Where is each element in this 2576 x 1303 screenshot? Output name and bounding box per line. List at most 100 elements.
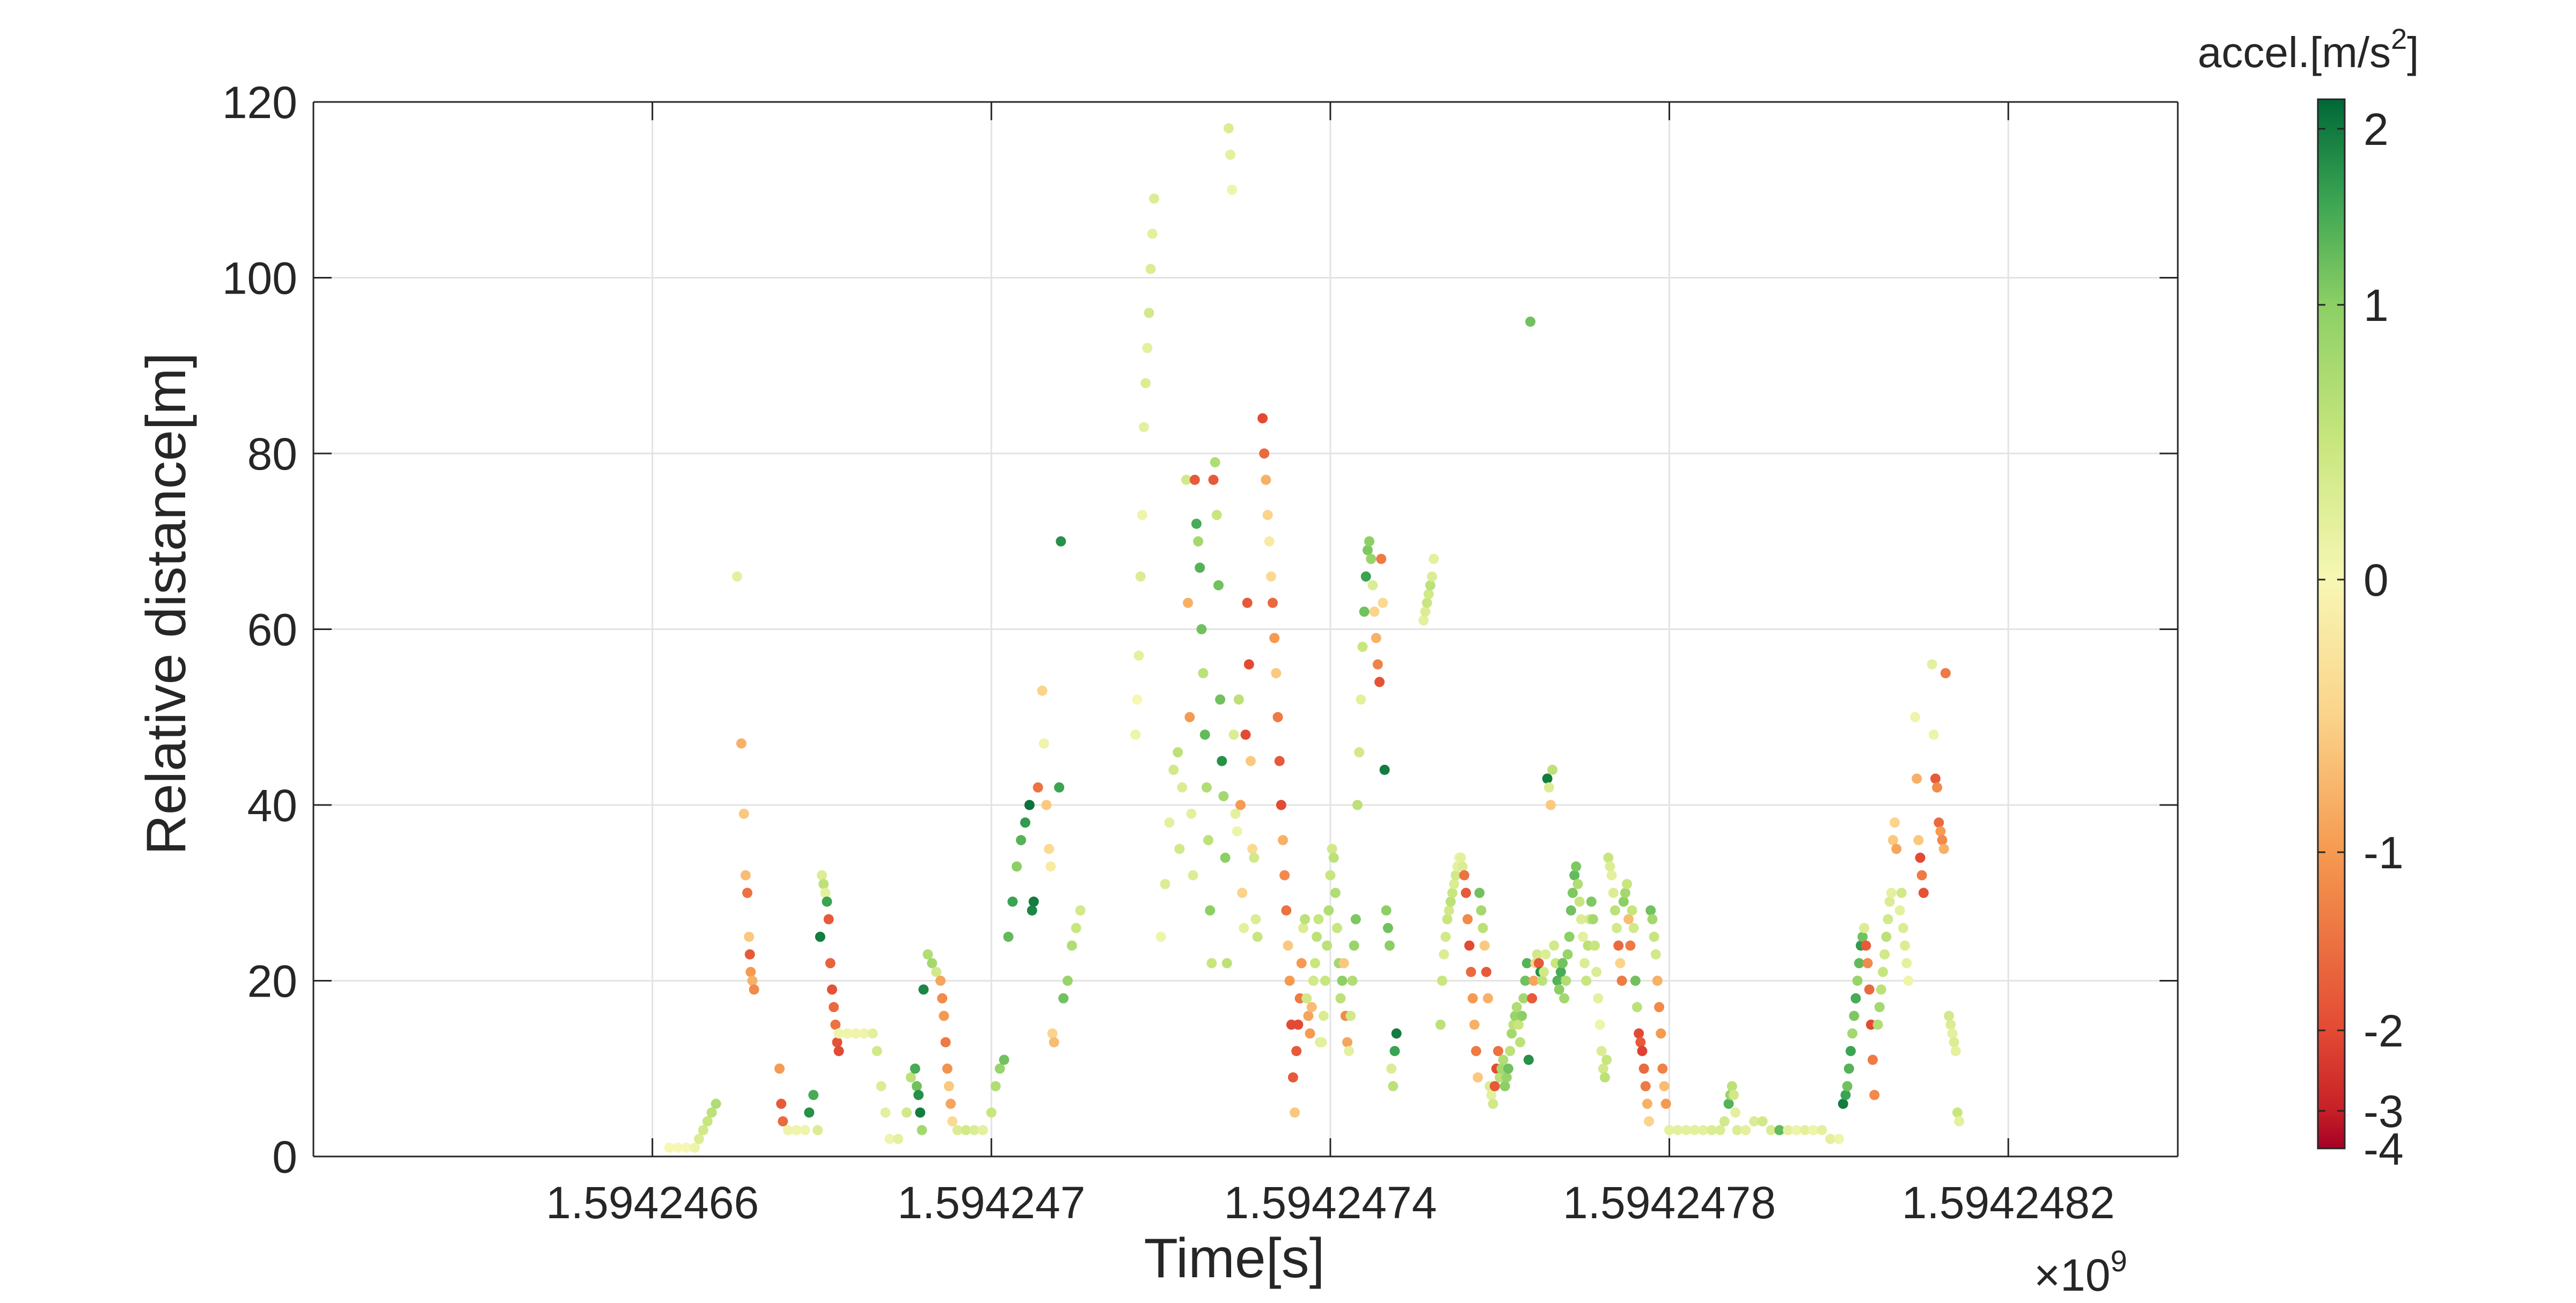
data-point — [740, 870, 751, 881]
data-point — [961, 1125, 971, 1136]
data-point — [1586, 896, 1597, 907]
data-point — [1177, 782, 1188, 793]
data-point — [1164, 817, 1175, 828]
data-point — [1189, 474, 1200, 485]
data-point — [1220, 852, 1231, 863]
data-point — [1306, 1002, 1317, 1013]
data-point — [1369, 606, 1380, 617]
data-point — [1732, 1125, 1743, 1136]
data-point — [1650, 949, 1661, 960]
data-point — [913, 1089, 924, 1100]
data-point — [1707, 1125, 1717, 1136]
data-point — [1208, 474, 1219, 485]
data-point — [1262, 510, 1273, 521]
data-point — [1372, 659, 1383, 670]
data-point — [808, 1089, 819, 1100]
data-point — [1937, 835, 1948, 845]
data-point — [1903, 976, 1914, 986]
data-point — [1381, 905, 1392, 916]
data-point — [1568, 888, 1578, 898]
data-point — [1367, 580, 1378, 591]
data-point — [1391, 1028, 1402, 1039]
colorbar-tick-label: 1 — [2363, 280, 2389, 331]
data-point — [1132, 694, 1143, 705]
data-point — [867, 1028, 878, 1039]
data-point — [1345, 1011, 1356, 1021]
data-point — [1261, 474, 1271, 485]
data-point — [1386, 1063, 1397, 1074]
data-point — [1240, 729, 1251, 740]
data-point — [842, 1028, 853, 1039]
data-point — [1927, 659, 1937, 670]
data-point — [1527, 993, 1538, 1004]
data-point — [1554, 984, 1564, 995]
data-point — [1894, 905, 1905, 916]
data-point — [1635, 1037, 1646, 1048]
data-point — [1645, 905, 1656, 916]
data-point — [664, 1143, 675, 1153]
data-point — [1474, 888, 1485, 898]
colorbar — [2317, 98, 2346, 1150]
data-point — [1467, 993, 1478, 1004]
data-point — [1047, 1028, 1058, 1039]
data-point — [1160, 879, 1170, 889]
data-point — [1593, 993, 1604, 1004]
data-point — [1293, 1019, 1304, 1030]
data-point — [1195, 562, 1205, 573]
data-point — [1193, 536, 1204, 547]
data-point — [1715, 1125, 1725, 1136]
data-point — [1237, 888, 1248, 898]
data-point — [1578, 932, 1588, 942]
data-point — [1181, 474, 1191, 485]
data-point — [1628, 923, 1639, 933]
data-point — [1476, 905, 1487, 916]
data-point — [1637, 1046, 1648, 1056]
data-point — [1912, 773, 1922, 784]
data-point — [1056, 536, 1066, 547]
data-point — [1140, 378, 1151, 389]
x-tick-label: 1.5942478 — [1563, 1177, 1776, 1228]
data-point — [1565, 905, 1576, 916]
data-point — [1471, 1046, 1481, 1056]
data-point — [1749, 1116, 1759, 1126]
data-point — [1930, 773, 1941, 784]
data-point — [1147, 229, 1158, 239]
data-point — [1325, 870, 1336, 881]
data-point — [1318, 1011, 1329, 1021]
data-point — [1249, 852, 1260, 863]
data-point — [1464, 940, 1475, 951]
data-point — [744, 949, 755, 960]
data-point — [1058, 993, 1069, 1004]
data-point — [1652, 976, 1663, 986]
data-point — [1020, 817, 1030, 828]
data-point — [1135, 571, 1146, 582]
data-point — [1449, 879, 1459, 889]
data-point — [1681, 1125, 1692, 1136]
data-point — [911, 1081, 922, 1092]
data-point — [1486, 1089, 1497, 1100]
data-point — [1644, 1116, 1655, 1126]
data-point — [1455, 852, 1466, 863]
data-point — [1850, 993, 1861, 1004]
data-point — [986, 1107, 997, 1118]
data-point — [1766, 1125, 1776, 1136]
data-point — [1382, 923, 1393, 933]
data-point — [1366, 554, 1377, 564]
data-point — [823, 914, 834, 925]
data-point — [1569, 870, 1580, 881]
data-point — [826, 984, 837, 995]
data-point — [778, 1116, 788, 1126]
data-point — [1423, 589, 1434, 599]
data-point — [1616, 976, 1627, 986]
data-point — [1726, 1081, 1737, 1092]
data-point — [1145, 263, 1156, 274]
data-point — [736, 738, 747, 749]
data-point — [1198, 668, 1209, 678]
data-point — [1308, 976, 1319, 986]
data-point — [1664, 1125, 1674, 1136]
data-point — [1215, 694, 1226, 705]
data-point — [833, 1028, 844, 1039]
data-point — [1301, 993, 1312, 1004]
data-point — [1359, 606, 1370, 617]
data-point — [1938, 844, 1949, 854]
